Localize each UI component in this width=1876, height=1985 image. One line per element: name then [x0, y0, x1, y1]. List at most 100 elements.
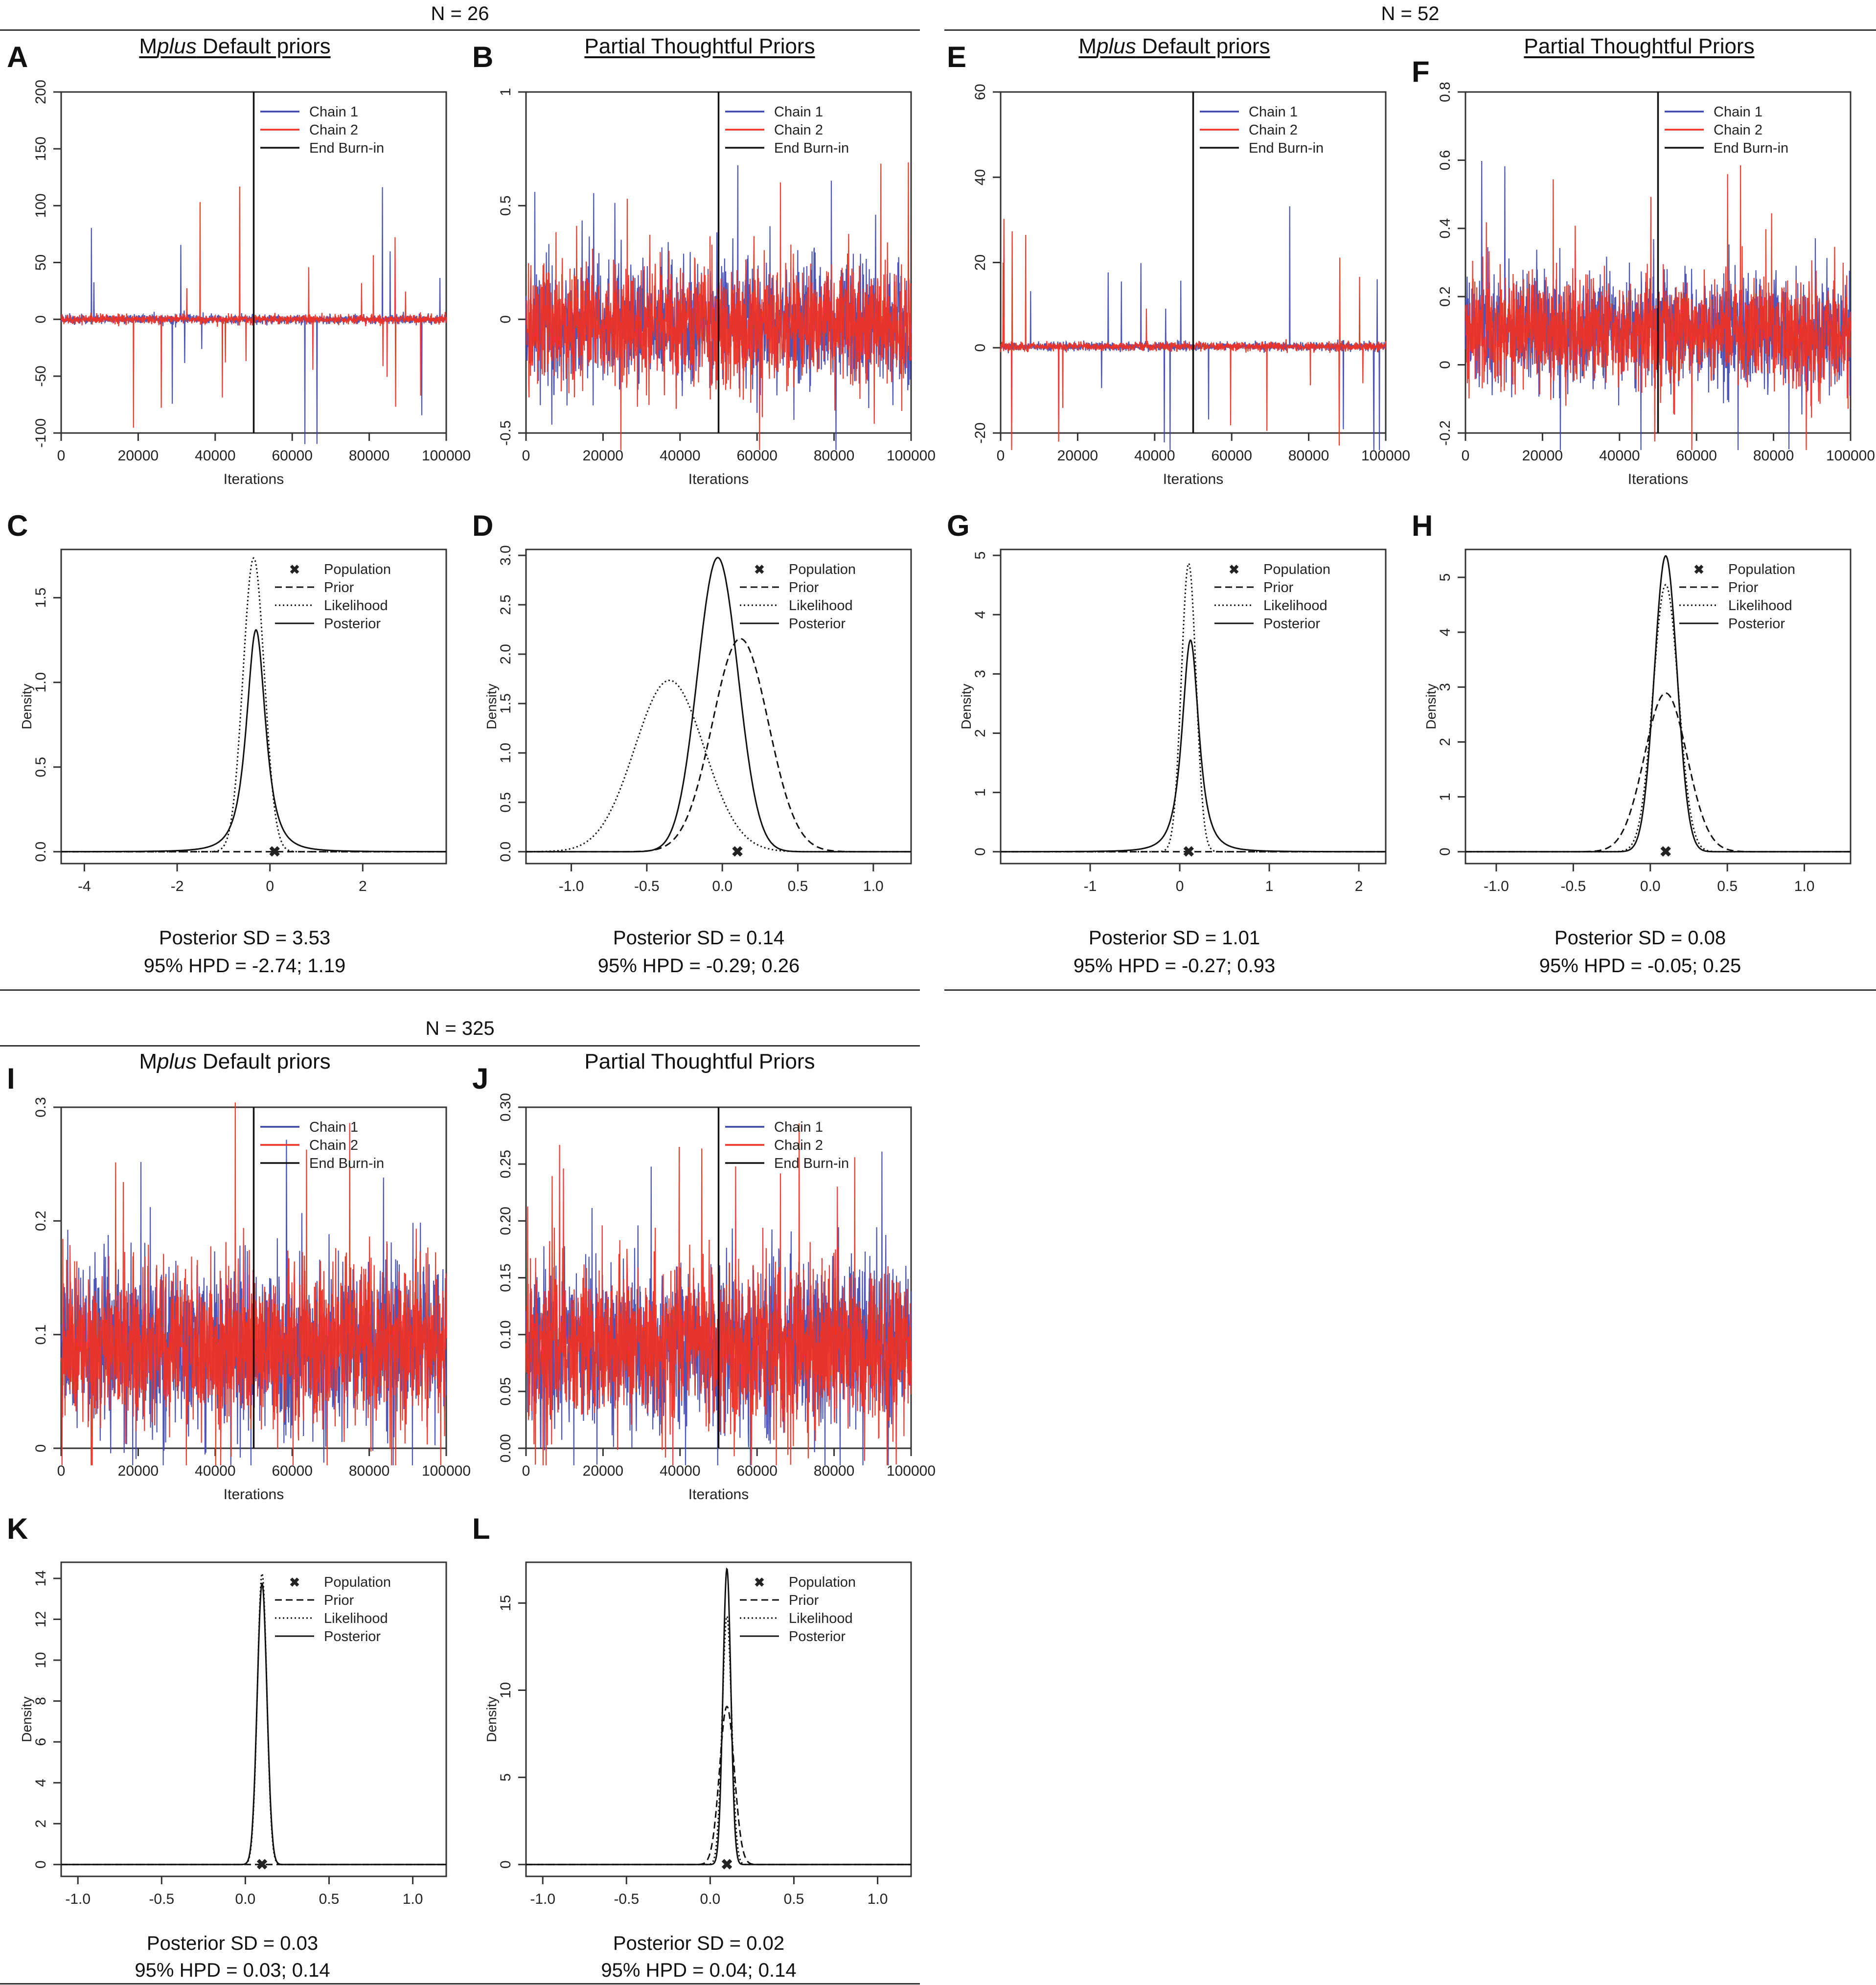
legend-label: Prior: [789, 580, 819, 595]
y-tick-label: 0: [1437, 361, 1453, 369]
x-axis-label: Iterations: [688, 471, 749, 487]
legend-label: Population: [324, 562, 391, 577]
col-head-prefix: M: [139, 1050, 158, 1073]
x-tick-label: 0: [522, 1463, 530, 1479]
x-tick-label: 1.0: [868, 1891, 888, 1907]
col-head-prefix: M: [139, 34, 158, 58]
x-tick-label: 0.0: [712, 878, 732, 894]
x-tick-label: 0: [1176, 878, 1184, 894]
x-tick-label: 0.5: [788, 878, 808, 894]
x-tick-label: 60000: [272, 448, 312, 464]
col-head-suffix: Default priors: [196, 34, 331, 58]
panel-letter-e: E: [947, 41, 967, 73]
y-axis-label: Density: [959, 684, 974, 729]
y-tick-label: 1: [1437, 793, 1453, 801]
y-tick-label: 2.0: [498, 644, 514, 664]
legend-label: Prior: [324, 1593, 354, 1608]
density-posterior: [61, 629, 446, 853]
population-marker: ✖: [256, 1857, 268, 1873]
plot-frame: [60, 548, 447, 865]
x-tick-label: 20000: [1522, 448, 1563, 464]
group-rule-n26-top: [0, 29, 920, 31]
legend-label: Prior: [1263, 580, 1294, 595]
y-tick-label: 200: [33, 80, 49, 104]
legend-label: Population: [324, 1574, 391, 1590]
x-tick-label: -0.5: [149, 1891, 174, 1907]
x-tick-label: 20000: [583, 1463, 623, 1479]
y-tick-label: 10: [33, 1652, 49, 1668]
y-tick-label: 2: [1437, 738, 1453, 746]
y-tick-label: 0.15: [498, 1263, 514, 1292]
legend-label: Posterior: [789, 1629, 846, 1644]
x-tick-label: 100000: [422, 448, 471, 464]
group-rule-n52-top: [944, 29, 1876, 31]
x-tick-label: 40000: [1134, 448, 1175, 464]
posterior-sd-g: Posterior SD = 1.01: [1088, 927, 1260, 949]
y-tick-label: 0.2: [33, 1210, 49, 1231]
y-axis-label: Density: [1423, 684, 1439, 729]
legend-label: Likelihood: [324, 1611, 388, 1626]
legend-population-marker: ✖: [754, 562, 765, 577]
y-axis-label: Density: [19, 684, 34, 729]
x-tick-label: 40000: [660, 448, 700, 464]
density-prior: [526, 638, 911, 853]
group-rule-n325-bottom: [0, 1983, 920, 1985]
density-posterior: [526, 1567, 911, 1866]
x-tick-label: 1.0: [863, 878, 884, 894]
y-tick-label: 0: [33, 1860, 49, 1869]
x-tick-label: 0: [266, 878, 274, 894]
col-head-n52-thoughtful: Partial Thoughtful Priors: [1524, 34, 1755, 58]
col-head-n52-default: Mplus Default priors: [944, 34, 1404, 59]
population-marker: ✖: [721, 1857, 733, 1873]
density-posterior: [61, 1582, 446, 1866]
x-tick-label: -0.5: [1561, 878, 1586, 894]
density-prior: [1465, 692, 1851, 853]
x-tick-label: 40000: [195, 448, 235, 464]
population-marker: ✖: [1660, 844, 1672, 860]
x-tick-label: 100000: [887, 448, 936, 464]
y-tick-label: 1.0: [33, 672, 49, 693]
y-tick-label: 12: [33, 1611, 49, 1627]
legend-population-marker: ✖: [754, 1575, 765, 1590]
y-tick-label: 0.00: [498, 1434, 514, 1462]
panel-letter-c: C: [7, 509, 28, 542]
y-tick-label: 10: [498, 1682, 514, 1698]
posterior-sd-l: Posterior SD = 0.02: [613, 1933, 785, 1954]
y-tick-label: -100: [33, 418, 49, 448]
legend-label: End Burn-in: [309, 140, 384, 156]
legend-label: Chain 2: [1249, 122, 1298, 138]
y-tick-label: 0.25: [498, 1150, 514, 1178]
density-plot-l: -1.0 -0.5 0.0 0.5 1.0 0 5 10 15 Density ✖ ✖ Populati…: [484, 1561, 912, 1907]
y-tick-label: -0.5: [498, 420, 514, 446]
col-head-prefix: M: [1078, 34, 1097, 58]
trace-plot-e: 0 20000 40000 60000 80000 100000 -20 0 20 40 60 Ite…: [972, 84, 1410, 487]
y-tick-label: 4: [33, 1779, 49, 1787]
x-tick-label: 1: [1265, 878, 1274, 894]
legend-label: Prior: [1728, 580, 1759, 595]
posterior-sd-h: Posterior SD = 0.08: [1554, 927, 1726, 949]
y-tick-label: 0: [1437, 847, 1453, 856]
density-plot-c: -4 -2 0 2 0.0 0.5 1.0 1.5 Density ✖ ✖ Population Pri…: [19, 548, 447, 894]
y-tick-label: 5: [1437, 573, 1453, 582]
x-tick-label: -1.0: [1484, 878, 1509, 894]
y-tick-label: 20: [972, 254, 988, 271]
x-tick-label: 0: [57, 1463, 66, 1479]
x-tick-label: 60000: [272, 1463, 312, 1479]
y-tick-label: 0.6: [1437, 150, 1453, 171]
col-head-n26-thoughtful: Partial Thoughtful Priors: [584, 34, 815, 58]
x-tick-label: 100000: [1361, 448, 1410, 464]
group-title-n26: N = 26: [431, 3, 489, 24]
y-tick-label: 2: [33, 1820, 49, 1828]
legend-label: Posterior: [1263, 616, 1320, 632]
y-tick-label: 4: [1437, 628, 1453, 637]
col-head-italic: plus: [1097, 34, 1136, 58]
hpd-c: 95% HPD = -2.74; 1.19: [143, 955, 346, 977]
y-tick-label: 2: [972, 729, 988, 737]
y-tick-label: 0: [972, 847, 988, 856]
density-likelihood: [61, 557, 446, 853]
legend-label: Chain 1: [1249, 104, 1298, 120]
legend-label: Likelihood: [789, 1611, 853, 1626]
density-likelihood: [1001, 562, 1386, 853]
hpd-k: 95% HPD = 0.03; 0.14: [135, 1960, 330, 1981]
x-tick-label: 20000: [583, 448, 623, 464]
